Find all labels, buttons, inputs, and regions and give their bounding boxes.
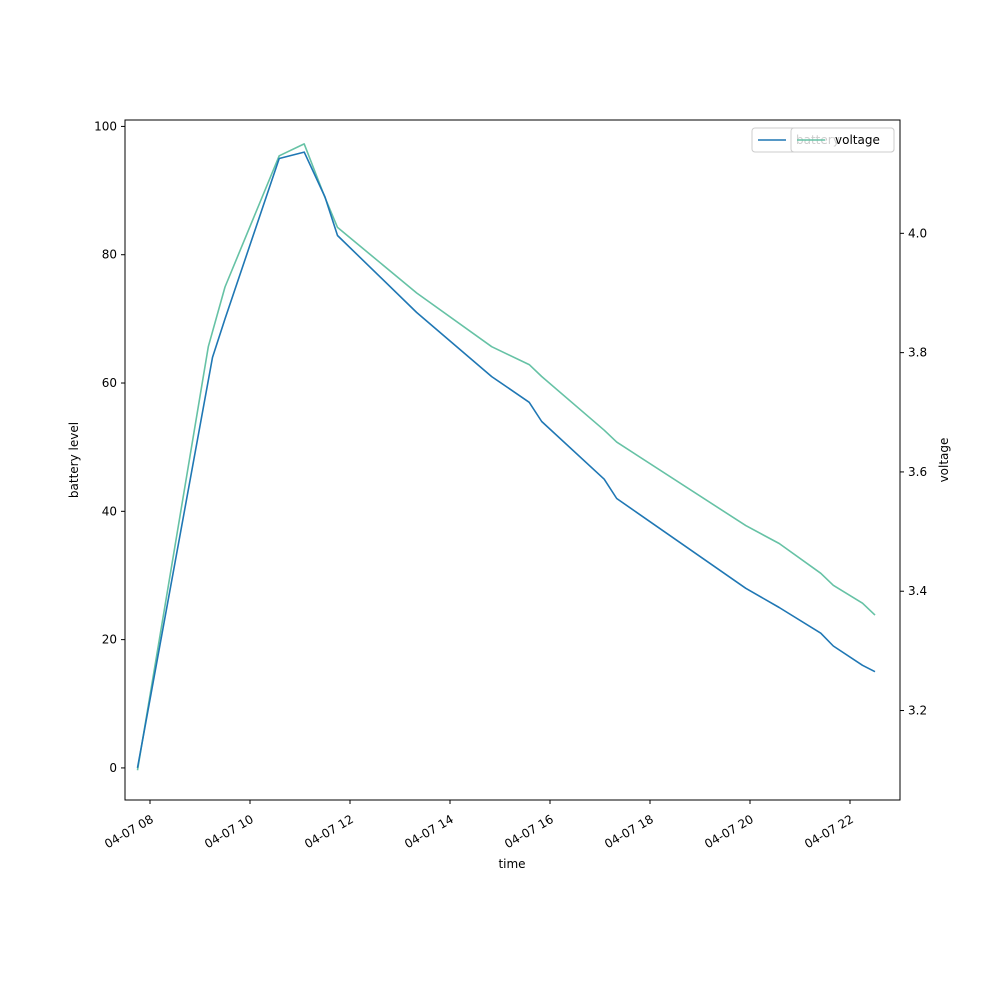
y-left-tick-label: 100 bbox=[94, 119, 117, 133]
legend-frame bbox=[790, 127, 895, 153]
plot-area bbox=[136, 143, 876, 771]
y-right-tick-label: 3.2 bbox=[908, 704, 927, 718]
y-left-tick-label: 20 bbox=[102, 633, 117, 647]
series-line-voltage bbox=[136, 143, 876, 771]
x-axis-label: time bbox=[498, 857, 525, 871]
legend-label-voltage: voltage bbox=[835, 133, 880, 147]
y-left-tick-label: 60 bbox=[102, 376, 117, 390]
plot-frame bbox=[124, 119, 901, 801]
y-right-tick-label: 3.8 bbox=[908, 346, 927, 360]
y-left-tick-label: 40 bbox=[102, 504, 117, 518]
legend: batteryvoltage bbox=[751, 127, 895, 153]
y-right-tick-label: 4.0 bbox=[908, 226, 927, 240]
y-left-tick-label: 80 bbox=[102, 248, 117, 262]
legend-box-voltage: voltage bbox=[790, 127, 895, 153]
y-right-tick-label: 3.4 bbox=[908, 584, 927, 598]
y-axis-left-label: battery level bbox=[67, 422, 81, 498]
series-line-battery bbox=[136, 151, 876, 769]
y-left-tick-label: 0 bbox=[109, 761, 117, 775]
y-right-tick-label: 3.6 bbox=[908, 465, 927, 479]
y-axis-right-label: voltage bbox=[937, 438, 951, 483]
